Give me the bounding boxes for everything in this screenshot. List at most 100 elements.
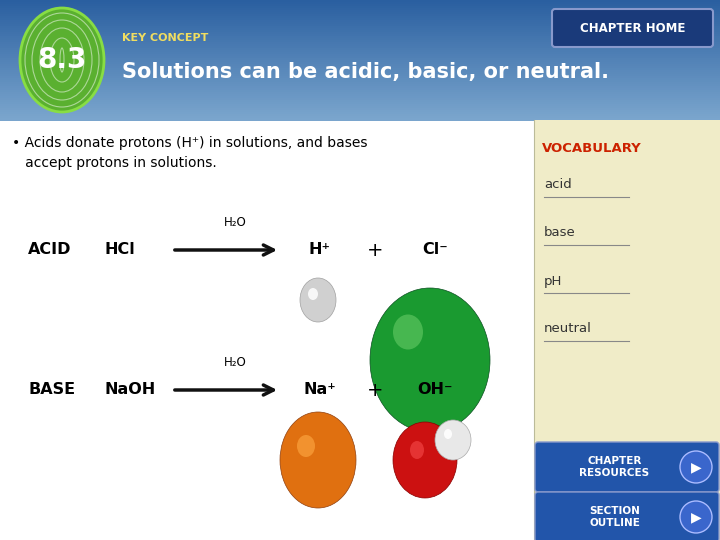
Bar xyxy=(0,20,720,23)
Circle shape xyxy=(680,451,712,483)
Text: BASE: BASE xyxy=(28,382,75,397)
Bar xyxy=(0,14,720,17)
Bar xyxy=(0,6,720,9)
Bar xyxy=(0,80,720,83)
Bar xyxy=(0,86,720,89)
Bar xyxy=(0,2,720,5)
Bar xyxy=(0,16,720,19)
Ellipse shape xyxy=(393,422,457,498)
FancyBboxPatch shape xyxy=(535,442,719,492)
Bar xyxy=(0,62,720,65)
Ellipse shape xyxy=(393,314,423,349)
Bar xyxy=(0,18,720,21)
Bar xyxy=(0,66,720,69)
Text: ▶: ▶ xyxy=(690,510,701,524)
Text: HCl: HCl xyxy=(105,242,136,258)
Bar xyxy=(0,42,720,45)
Bar xyxy=(0,30,720,33)
Ellipse shape xyxy=(435,420,471,460)
Bar xyxy=(0,52,720,55)
Bar xyxy=(0,100,720,103)
Circle shape xyxy=(680,501,712,533)
Bar xyxy=(0,24,720,27)
Bar xyxy=(0,58,720,61)
FancyBboxPatch shape xyxy=(552,9,713,47)
Ellipse shape xyxy=(444,429,452,439)
Bar xyxy=(0,0,720,3)
Text: Solutions can be acidic, basic, or neutral.: Solutions can be acidic, basic, or neutr… xyxy=(122,62,609,82)
Bar xyxy=(0,50,720,53)
Bar xyxy=(0,70,720,73)
Text: acid: acid xyxy=(544,179,572,192)
Ellipse shape xyxy=(370,288,490,432)
Bar xyxy=(0,54,720,57)
Bar xyxy=(0,94,720,97)
Text: • Acids donate protons (H⁺) in solutions, and bases: • Acids donate protons (H⁺) in solutions… xyxy=(12,136,367,150)
Bar xyxy=(534,120,720,540)
Bar xyxy=(0,98,720,101)
Bar xyxy=(0,82,720,85)
Bar xyxy=(0,38,720,41)
Ellipse shape xyxy=(280,412,356,508)
Text: accept protons in solutions.: accept protons in solutions. xyxy=(12,156,217,170)
Bar xyxy=(0,10,720,13)
Bar xyxy=(0,40,720,43)
Text: ▶: ▶ xyxy=(690,460,701,474)
Text: ACID: ACID xyxy=(28,242,71,258)
Bar xyxy=(0,32,720,35)
Bar xyxy=(0,72,720,75)
Bar xyxy=(0,88,720,91)
Bar xyxy=(0,118,720,121)
Text: Cl⁻: Cl⁻ xyxy=(422,242,448,258)
FancyBboxPatch shape xyxy=(535,492,719,540)
Bar xyxy=(0,90,720,93)
Bar xyxy=(0,104,720,107)
Bar xyxy=(0,36,720,39)
Bar xyxy=(0,110,720,113)
Ellipse shape xyxy=(308,288,318,300)
Bar xyxy=(0,8,720,11)
Text: NaOH: NaOH xyxy=(105,382,156,397)
Text: base: base xyxy=(544,226,576,240)
Ellipse shape xyxy=(300,278,336,322)
Text: CHAPTER
RESOURCES: CHAPTER RESOURCES xyxy=(580,456,649,478)
Text: +: + xyxy=(366,240,383,260)
Bar xyxy=(0,46,720,49)
Bar xyxy=(0,74,720,77)
Bar xyxy=(0,68,720,71)
Bar xyxy=(0,28,720,31)
Bar xyxy=(0,116,720,119)
Text: Na⁺: Na⁺ xyxy=(304,382,336,397)
Ellipse shape xyxy=(20,8,104,112)
Bar xyxy=(0,26,720,29)
Text: H₂O: H₂O xyxy=(224,215,246,228)
Bar xyxy=(0,44,720,47)
Text: H₂O: H₂O xyxy=(224,355,246,368)
Bar xyxy=(0,78,720,81)
Bar xyxy=(0,108,720,111)
Bar xyxy=(0,114,720,117)
Text: 8.3: 8.3 xyxy=(37,46,86,74)
Ellipse shape xyxy=(410,441,424,459)
Ellipse shape xyxy=(297,435,315,457)
Bar xyxy=(0,76,720,79)
Bar xyxy=(0,12,720,15)
Text: CHAPTER HOME: CHAPTER HOME xyxy=(580,22,685,35)
Bar xyxy=(0,96,720,99)
Text: VOCABULARY: VOCABULARY xyxy=(542,141,642,154)
Bar xyxy=(0,64,720,67)
Text: KEY CONCEPT: KEY CONCEPT xyxy=(122,33,208,43)
Text: +: + xyxy=(366,381,383,400)
Text: SECTION
OUTLINE: SECTION OUTLINE xyxy=(589,506,640,528)
Text: H⁺: H⁺ xyxy=(309,242,331,258)
Bar xyxy=(0,106,720,109)
Text: pH: pH xyxy=(544,274,562,287)
Bar xyxy=(0,34,720,37)
Bar xyxy=(0,84,720,87)
Bar xyxy=(0,22,720,25)
Bar xyxy=(0,48,720,51)
Text: neutral: neutral xyxy=(544,322,592,335)
Bar xyxy=(0,92,720,95)
Bar xyxy=(0,102,720,105)
Bar xyxy=(0,56,720,59)
